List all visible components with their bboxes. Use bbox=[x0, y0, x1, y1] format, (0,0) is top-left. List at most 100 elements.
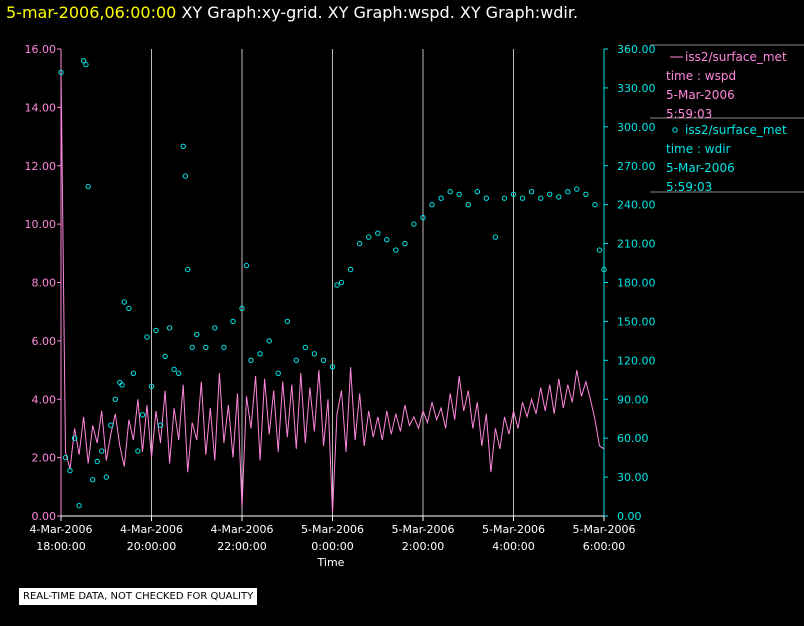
data-point-wdir bbox=[212, 325, 218, 331]
x-tick-date: 4-Mar-2006 bbox=[120, 523, 183, 536]
right-tick-label: 300.00 bbox=[617, 121, 656, 134]
right-tick-label: 60.00 bbox=[617, 432, 649, 445]
data-point-wdir bbox=[180, 143, 186, 150]
data-point-wdir bbox=[338, 279, 345, 286]
data-point-wdir bbox=[67, 467, 73, 474]
data-point-wdir bbox=[257, 351, 263, 357]
right-tick-label: 0.00 bbox=[617, 510, 642, 523]
left-axis-ticks: 0.00 2.00 4.00 6.00 8.00 10.00 12.00 14.00 16.00 bbox=[25, 43, 61, 523]
data-point-wdir bbox=[275, 370, 281, 376]
data-point-wdir bbox=[76, 502, 82, 509]
data-point-wdir bbox=[144, 334, 150, 340]
data-point-wdir bbox=[302, 344, 308, 351]
data-point-wdir bbox=[357, 240, 363, 247]
data-point-wdir bbox=[85, 183, 91, 190]
data-point-wdir bbox=[108, 422, 114, 428]
header-datetime: 5-mar-2006,06:00:00 bbox=[6, 3, 177, 22]
x-tick-date: 5-Mar-2006 bbox=[573, 523, 636, 536]
x-tick-date: 5-Mar-2006 bbox=[482, 523, 545, 536]
data-point-wdir bbox=[135, 448, 141, 454]
data-point-wdir bbox=[375, 230, 381, 236]
data-point-wdir bbox=[347, 266, 354, 273]
data-point-wdir bbox=[583, 191, 589, 198]
data-point-wdir bbox=[366, 234, 372, 240]
data-point-wdir bbox=[501, 195, 508, 201]
data-point-wdir bbox=[62, 454, 69, 461]
legend-text: iss2/surface_met bbox=[685, 50, 787, 64]
data-point-wdir bbox=[320, 357, 327, 363]
data-point-wdir bbox=[574, 186, 580, 192]
data-point-wdir bbox=[420, 214, 426, 221]
data-point-wdir bbox=[592, 202, 598, 208]
data-point-wdir bbox=[538, 195, 544, 201]
left-tick-label: 6.00 bbox=[32, 335, 57, 348]
legend-text: 5-Mar-2006 bbox=[666, 88, 735, 102]
data-point-wdir bbox=[94, 458, 100, 465]
data-point-wdir bbox=[248, 357, 254, 363]
right-tick-label: 240.00 bbox=[617, 199, 656, 212]
data-point-wdir bbox=[121, 299, 128, 305]
left-tick-label: 12.00 bbox=[25, 160, 57, 173]
left-tick-label: 16.00 bbox=[25, 43, 57, 56]
data-point-wdir bbox=[565, 189, 571, 195]
data-point-wdir bbox=[194, 331, 200, 338]
right-axis-ticks: 0.00 30.00 60.00 90.00 120.00 150.00 180.00 210… bbox=[604, 43, 656, 523]
data-point-wdir bbox=[510, 191, 517, 198]
left-tick-label: 8.00 bbox=[32, 277, 57, 290]
data-point-wdir bbox=[438, 195, 444, 201]
data-point-wdir bbox=[384, 237, 390, 243]
right-tick-label: 330.00 bbox=[617, 82, 656, 95]
data-point-wdir bbox=[474, 189, 480, 195]
data-point-wdir bbox=[393, 247, 399, 253]
data-point-wdir bbox=[329, 364, 336, 370]
legend-text: time : wspd bbox=[666, 69, 736, 83]
x-tick-time: 20:00:00 bbox=[127, 540, 176, 553]
data-point-wdir bbox=[148, 383, 155, 389]
data-point-wdir bbox=[203, 344, 209, 351]
legend-text: 5-Mar-2006 bbox=[666, 161, 735, 175]
data-point-wdir bbox=[221, 344, 227, 351]
data-point-wdir bbox=[119, 382, 125, 388]
legend-text: 5:59:03 bbox=[666, 180, 712, 194]
data-point-wdir bbox=[547, 191, 553, 198]
data-point-wdir bbox=[58, 69, 64, 76]
left-tick-label: 14.00 bbox=[25, 101, 57, 114]
data-point-wdir bbox=[162, 353, 168, 360]
data-point-wdir bbox=[519, 195, 526, 201]
data-point-wdir bbox=[601, 266, 607, 273]
x-tick-time: 18:00:00 bbox=[36, 540, 85, 553]
left-tick-label: 4.00 bbox=[32, 393, 57, 406]
left-tick-label: 2.00 bbox=[32, 452, 57, 465]
x-tick-date: 5-Mar-2006 bbox=[301, 523, 364, 536]
chart-header: 5-mar-2006,06:00:00 XY Graph:xy-grid. XY… bbox=[6, 3, 578, 22]
header-graph-titles: XY Graph:xy-grid. XY Graph:wspd. XY Grap… bbox=[181, 3, 579, 22]
data-point-wdir bbox=[293, 357, 299, 363]
plot-area bbox=[58, 58, 607, 514]
data-point-wdir bbox=[492, 234, 499, 240]
data-point-wdir bbox=[90, 477, 96, 483]
data-point-wdir bbox=[402, 240, 408, 247]
legend-text: 5:59:03 bbox=[666, 107, 712, 121]
data-point-wdir bbox=[411, 221, 417, 227]
right-tick-label: 30.00 bbox=[617, 471, 649, 484]
data-point-wdir bbox=[334, 282, 340, 288]
data-point-wdir bbox=[189, 344, 195, 351]
data-point-wdir bbox=[103, 474, 110, 480]
data-point-wdir bbox=[528, 189, 535, 195]
x-axis-label: Time bbox=[317, 556, 345, 569]
x-tick-time: 0:00:00 bbox=[311, 540, 353, 553]
data-point-wdir bbox=[99, 448, 105, 454]
x-axis-ticks: 4-Mar-2006 18:00:00 4-Mar-2006 20:00:00 4-Ma… bbox=[30, 516, 636, 553]
legend-text: iss2/surface_met bbox=[685, 123, 787, 137]
data-point-wdir bbox=[71, 435, 78, 441]
x-tick-date: 4-Mar-2006 bbox=[30, 523, 93, 536]
right-tick-label: 180.00 bbox=[617, 277, 656, 290]
data-point-wdir bbox=[157, 422, 164, 428]
x-tick-time: 2:00:00 bbox=[402, 540, 444, 553]
data-point-wdir bbox=[166, 325, 173, 331]
data-point-wdir bbox=[182, 173, 189, 179]
data-point-wdir bbox=[243, 262, 250, 269]
x-tick-time: 4:00:00 bbox=[492, 540, 534, 553]
